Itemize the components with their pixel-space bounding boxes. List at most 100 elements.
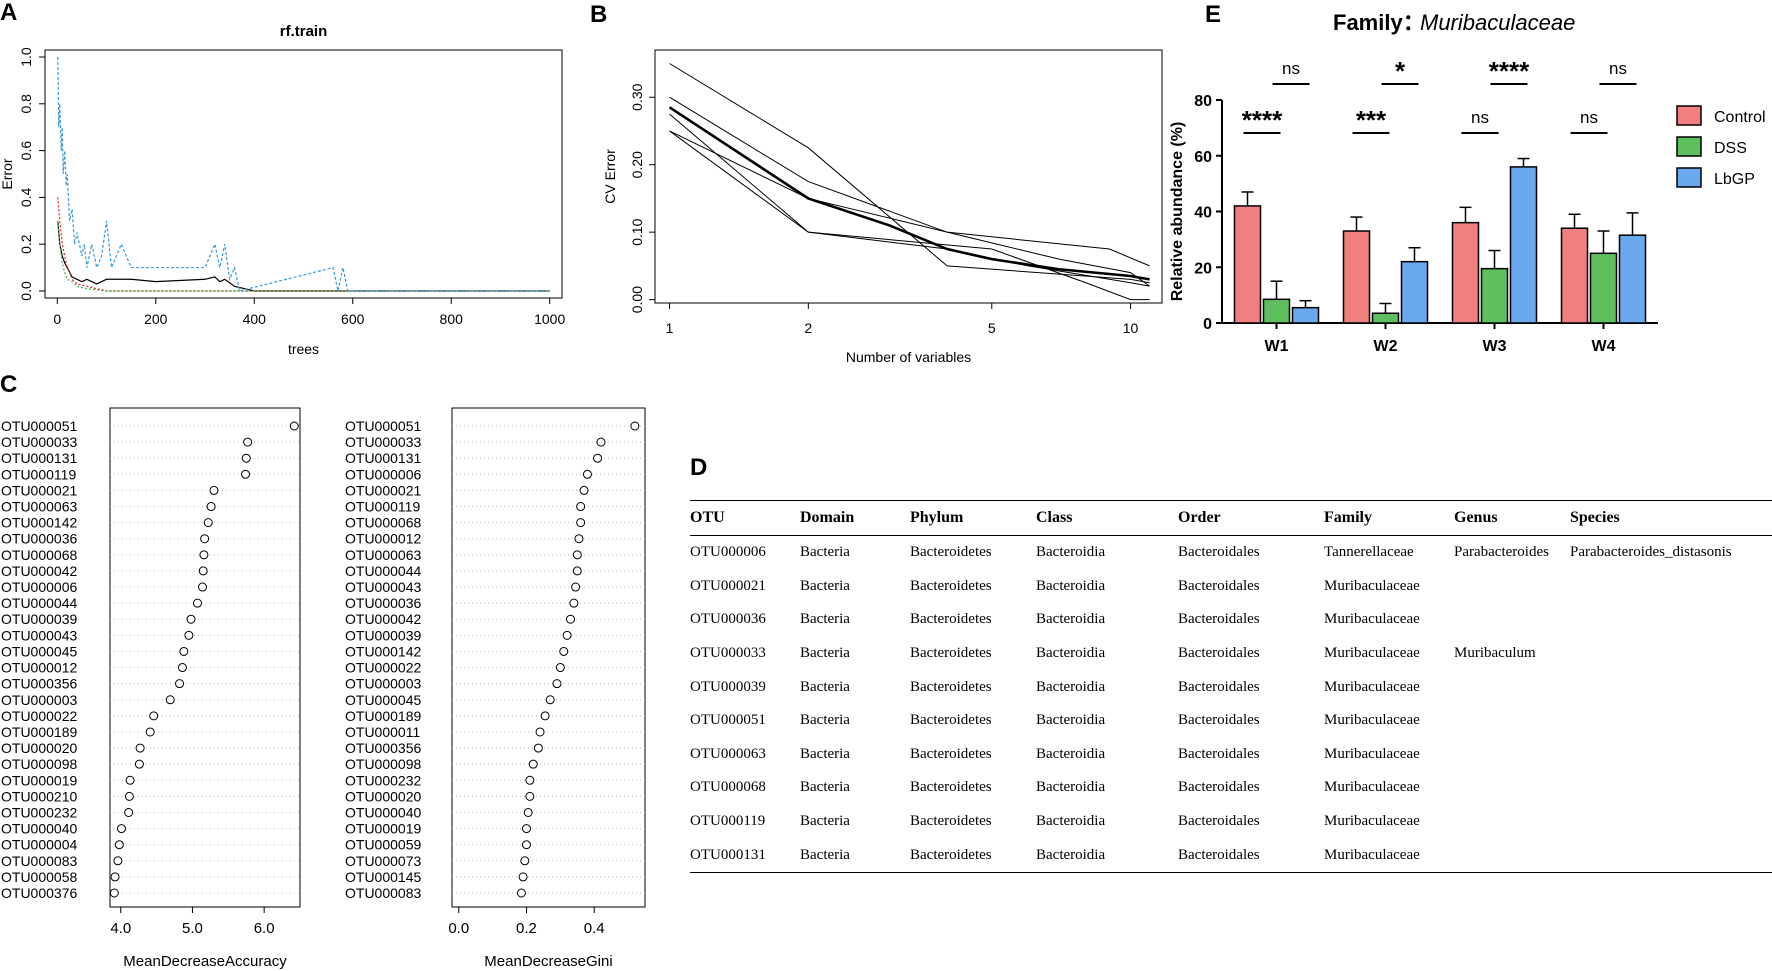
plot-frame bbox=[109, 407, 301, 908]
taxonomy-table: OTU Domain Phylum Class Order Family Genus Spec… bbox=[690, 500, 1772, 873]
dot-point bbox=[533, 743, 543, 753]
series-line-mean bbox=[668, 106, 1150, 281]
y-tick-label: 1.0 bbox=[18, 47, 34, 67]
dot-point bbox=[125, 775, 135, 785]
category-label: OTU000083 bbox=[1, 853, 77, 869]
column-header-domain: Domain bbox=[800, 500, 910, 536]
table-cell: Parabacteroides_distasonis bbox=[1570, 544, 1732, 561]
category-label: OTU000058 bbox=[1, 869, 77, 885]
table-row: OTU000021 Bacteria Bacteroidetes Bacteroidi… bbox=[690, 570, 1772, 604]
plot-frame bbox=[451, 407, 646, 908]
table-cell bbox=[1570, 637, 1772, 671]
y-tick-label: 20 bbox=[1194, 260, 1212, 277]
table-cell: Muribaculaceae bbox=[1324, 678, 1420, 695]
table-row: OTU000068 Bacteria Bacteroidetes Bacteroidi… bbox=[690, 771, 1772, 805]
table-cell: Bacteria bbox=[800, 678, 850, 695]
chart-title-prefix: Family： bbox=[1333, 10, 1425, 35]
category-label: OTU000020 bbox=[345, 788, 421, 804]
category-label: OTU000040 bbox=[345, 804, 421, 820]
category-label: OTU000232 bbox=[345, 772, 421, 788]
table-cell bbox=[1570, 704, 1772, 738]
dot-point bbox=[192, 598, 202, 608]
panel-e-bar-chart: Family：Muribaculaceae 0 20 40 60 80 Relative a… bbox=[1169, 10, 1766, 355]
significance-label: **** bbox=[1489, 56, 1530, 86]
x-axis-label: MeanDecreaseGini bbox=[484, 953, 612, 970]
y-axis-label: Relative abundance (%) bbox=[1169, 122, 1186, 302]
table-header-row: OTU Domain Phylum Class Order Family Genus Spec… bbox=[690, 500, 1772, 536]
category-label: OTU000004 bbox=[1, 837, 77, 853]
y-tick-label: 80 bbox=[1194, 93, 1212, 110]
table-row: OTU000039 Bacteria Bacteroidetes Bacteroidi… bbox=[690, 670, 1772, 704]
panel-c-gini-dotchart: OTU000051OTU000033OTU000131OTU000006OTU0… bbox=[345, 407, 646, 970]
dot-point bbox=[569, 598, 579, 608]
y-tick-label: 60 bbox=[1194, 149, 1212, 166]
table-cell: Bacteroidia bbox=[1036, 712, 1106, 729]
column-header-phylum: Phylum bbox=[910, 500, 1036, 536]
table-cell: OTU000021 bbox=[690, 577, 766, 594]
legend-label-control: Control bbox=[1714, 109, 1766, 126]
table-cell: Bacteria bbox=[800, 745, 850, 762]
category-label: OTU000033 bbox=[1, 434, 77, 450]
table-cell: Bacteroidales bbox=[1178, 611, 1260, 628]
significance-label: ns bbox=[1609, 59, 1627, 78]
dot-point bbox=[145, 727, 155, 737]
table-cell: Bacteria bbox=[800, 838, 910, 873]
bar-dss-w3 bbox=[1480, 267, 1509, 324]
x-tick-label: 1 bbox=[666, 320, 674, 336]
table-cell: Muribaculaceae bbox=[1324, 779, 1420, 796]
y-tick-label: 0.0 bbox=[18, 281, 34, 301]
dot-point bbox=[113, 856, 123, 866]
dot-point bbox=[179, 646, 189, 656]
dot-point bbox=[198, 566, 208, 576]
category-label: OTU000131 bbox=[345, 450, 421, 466]
category-label: OTU000376 bbox=[1, 885, 77, 901]
dot-point bbox=[114, 840, 124, 850]
category-label: OTU000059 bbox=[345, 837, 421, 853]
dot-point bbox=[552, 679, 562, 689]
x-tick-label: 5 bbox=[988, 320, 996, 336]
category-label: OTU000356 bbox=[345, 740, 421, 756]
bar-control-w1 bbox=[1233, 205, 1262, 324]
table-cell: OTU000063 bbox=[690, 745, 766, 762]
category-label: OTU000012 bbox=[345, 531, 421, 547]
panel-label-a: A bbox=[0, 0, 17, 26]
column-header-family: Family bbox=[1324, 500, 1454, 536]
category-label: OTU000142 bbox=[1, 515, 77, 531]
table-cell: Bacteroidetes bbox=[910, 813, 992, 830]
series-line-oob bbox=[57, 220, 550, 292]
category-label: OTU000131 bbox=[1, 450, 77, 466]
x-tick-label: 6.0 bbox=[254, 920, 275, 937]
dot-point bbox=[203, 518, 213, 528]
dot-point bbox=[566, 614, 576, 624]
y-tick-label: 0.2 bbox=[18, 234, 34, 254]
column-header-class: Class bbox=[1036, 500, 1178, 536]
dot-point bbox=[572, 566, 582, 576]
x-tick-label: 10 bbox=[1123, 320, 1139, 336]
category-label: OTU000051 bbox=[345, 418, 421, 434]
column-header-species: Species bbox=[1570, 500, 1772, 536]
table-cell: Bacteroidia bbox=[1036, 544, 1106, 561]
category-label: OTU000036 bbox=[1, 531, 77, 547]
dot-point bbox=[116, 824, 126, 834]
category-label: OTU000145 bbox=[345, 869, 421, 885]
series-line-fold5 bbox=[669, 130, 1150, 287]
table-cell bbox=[1454, 704, 1570, 738]
column-header-order: Order bbox=[1178, 500, 1324, 536]
dot-point bbox=[576, 518, 586, 528]
category-label: OTU000003 bbox=[1, 692, 77, 708]
legend-label-dss: DSS bbox=[1714, 140, 1747, 157]
category-label: OTU000098 bbox=[1, 756, 77, 772]
dot-point bbox=[572, 550, 582, 560]
category-label: OTU000119 bbox=[1, 466, 76, 482]
table-cell bbox=[1454, 570, 1570, 604]
table-cell bbox=[1454, 771, 1570, 805]
y-tick-label: 40 bbox=[1194, 205, 1212, 222]
table-cell: Bacteroidetes bbox=[910, 544, 992, 561]
table-cell: Bacteroidia bbox=[1036, 611, 1106, 628]
category-label: OTU000068 bbox=[1, 547, 77, 563]
table-row: OTU000033 Bacteria Bacteroidetes Bacteroidi… bbox=[690, 637, 1772, 671]
category-label: OTU000068 bbox=[345, 515, 421, 531]
series-line-fold2 bbox=[669, 96, 1150, 287]
panel-a-error-chart: rf.train 0 200 400 600 800 1000 0.0 0.2 0.4 0.6 0.8… bbox=[0, 23, 565, 357]
table-cell: Bacteria bbox=[800, 544, 850, 561]
